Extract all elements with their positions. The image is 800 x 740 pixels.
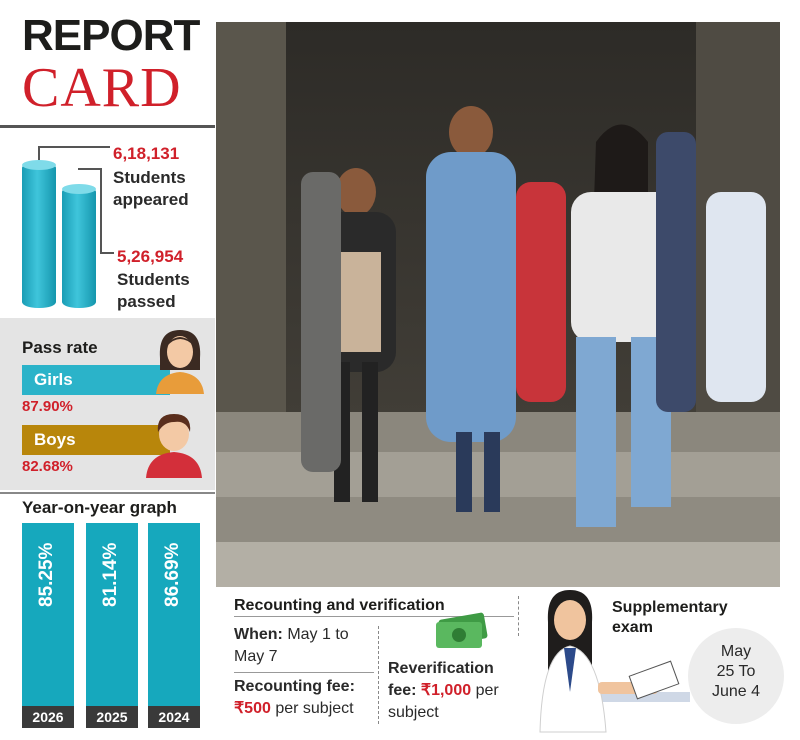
yoy-bar-value: 85.25%: [36, 542, 57, 607]
appeared-cylinder: [22, 162, 56, 308]
appeared-label-1: Students: [113, 168, 186, 187]
title-card: CARD: [22, 57, 182, 119]
passed-label-2: passed: [117, 292, 176, 311]
yoy-bar-value: 81.14%: [100, 542, 121, 607]
passed-bracket-foot: [100, 252, 114, 254]
yoy-bar-year: 2026: [22, 706, 74, 728]
when-value-1: May 1 to: [287, 626, 349, 643]
yoy-bar-year: 2024: [148, 706, 200, 728]
appeared-label-2: appeared: [113, 190, 189, 209]
appeared-number: 6,18,131: [113, 144, 180, 163]
reverification-line-1: Reverification: [388, 658, 494, 679]
passed-label-1: Students: [117, 270, 190, 289]
money-icon: [436, 612, 488, 648]
reverification-line-2: fee: ₹1,000 per: [388, 680, 499, 701]
yoy-bar-2025: [86, 523, 138, 710]
reverification-suffix-1: per: [475, 682, 499, 699]
supplementary-title-1: Supplementary: [612, 599, 728, 616]
title-report: REPORT: [22, 11, 200, 60]
passed-number: 5,26,954: [117, 247, 184, 266]
recounting-title: Recounting and verification: [234, 597, 445, 614]
recounting-fee-suffix: per subject: [275, 700, 354, 717]
supplementary-date: May 25 To June 4: [688, 642, 784, 702]
passed-cylinder: [62, 186, 96, 308]
supplementary-date-circle: [688, 628, 784, 724]
boys-bar: Boys: [22, 425, 170, 455]
girl-avatar-icon: [156, 330, 204, 394]
supplementary-date-3: June 4: [711, 683, 761, 700]
passed-bracket: [78, 168, 102, 254]
when-value-2: May 7: [234, 648, 278, 665]
students-celebrating-photo: [216, 22, 780, 587]
reverification-label-1: Reverification: [388, 660, 494, 677]
section-vertical-divider: [518, 596, 520, 636]
appeared-cylinder-top: [22, 160, 56, 170]
reverification-label-2: fee:: [388, 682, 417, 699]
pass-rate-title: Pass rate: [22, 338, 98, 357]
fee-vertical-divider: [378, 626, 380, 724]
yoy-graph-title: Year-on-year graph: [22, 498, 177, 517]
title-divider: [0, 125, 215, 128]
yoy-bar-2024: [148, 523, 200, 710]
reverification-amount: ₹1,000: [420, 682, 472, 699]
recounting-title-underline: [234, 616, 514, 617]
reverification-suffix-2: subject: [388, 704, 439, 721]
girls-bar: Girls: [22, 365, 170, 395]
recounting-fee-line: ₹500 per subject: [234, 698, 354, 719]
recounting-fee-label: Recounting fee:: [234, 676, 355, 697]
girls-percentage: 87.90%: [22, 398, 73, 415]
appeared-bracket: [38, 146, 110, 160]
yoy-bar-value: 86.69%: [162, 542, 183, 607]
yoy-bar-year: 2025: [86, 706, 138, 728]
when-divider: [234, 672, 374, 673]
passed-cylinder-top: [62, 184, 96, 194]
supplementary-date-1: May: [720, 643, 752, 660]
when-label: When:: [234, 626, 283, 643]
yoy-divider: [0, 492, 215, 494]
student-writing-illustration: [539, 590, 690, 733]
supplementary-date-2: 25 To: [716, 663, 756, 680]
boy-avatar-icon: [146, 414, 202, 478]
boys-percentage: 82.68%: [22, 458, 73, 475]
supplementary-title-2: exam: [612, 619, 653, 636]
recounting-fee-amount: ₹500: [234, 700, 271, 717]
fee-label-text: Recounting fee:: [234, 678, 355, 695]
when-line-1: When: May 1 to: [234, 624, 349, 645]
yoy-bar-2026: [22, 523, 74, 710]
